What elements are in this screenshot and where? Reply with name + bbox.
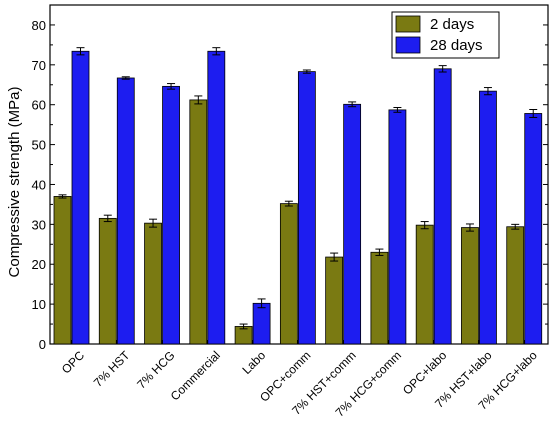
bar-28-days-10	[524, 113, 543, 345]
x-tick-label: Commercial	[168, 348, 223, 403]
plot-area: 0 10 20 30 40 50 60 70 80 OPC 7% HST 7% HCGCommerci…	[32, 4, 549, 420]
x-tick-label: OPC	[59, 348, 88, 377]
bar-28-days-5	[297, 71, 316, 345]
bar-28-days-8	[433, 68, 452, 345]
bar-2-days-8	[415, 224, 434, 345]
bar-2-days-3	[189, 99, 208, 345]
y-axis-label: Compressive strength (MPa)	[6, 87, 23, 278]
bar-28-days-1	[116, 77, 135, 345]
bar-28-days-0	[71, 50, 90, 345]
legend-swatch-2-days	[395, 15, 421, 33]
legend-swatch-28-days	[395, 36, 421, 54]
y-tick-label: 0	[39, 337, 46, 352]
bar-2-days-2	[144, 222, 162, 345]
bar-2-days-1	[98, 217, 117, 345]
bar-28-days-4	[252, 302, 271, 345]
x-tick-label: 7% HCG	[134, 348, 177, 391]
bar-28-days-6	[343, 103, 362, 345]
bar-2-days-6	[325, 256, 344, 345]
legend: 2 days 28 days	[391, 11, 500, 59]
y-tick-label: 70	[32, 58, 46, 73]
legend-label-28-days: 28 days	[430, 37, 483, 54]
bar-28-days-9	[479, 90, 497, 345]
x-tick-label: Labo	[239, 348, 268, 377]
y-tick-label: 40	[32, 177, 46, 192]
bar-2-days-5	[279, 203, 298, 345]
bar-2-days-0	[53, 196, 72, 345]
bar-28-days-7	[388, 109, 407, 345]
legend-label-2-days: 2 days	[430, 16, 474, 33]
bar-2-days-7	[370, 251, 389, 345]
x-tick-label: 7% HST	[91, 348, 133, 390]
y-tick-label: 50	[32, 138, 46, 153]
bar-28-days-2	[162, 85, 180, 345]
y-tick-label: 60	[32, 98, 46, 113]
bar-2-days-9	[461, 227, 479, 345]
bar-2-days-10	[506, 226, 525, 345]
y-tick-label: 20	[32, 257, 46, 272]
y-tick-label: 10	[32, 297, 46, 312]
y-tick-label: 80	[32, 18, 46, 33]
y-tick-label: 30	[32, 217, 46, 232]
bar-28-days-3	[207, 50, 226, 345]
